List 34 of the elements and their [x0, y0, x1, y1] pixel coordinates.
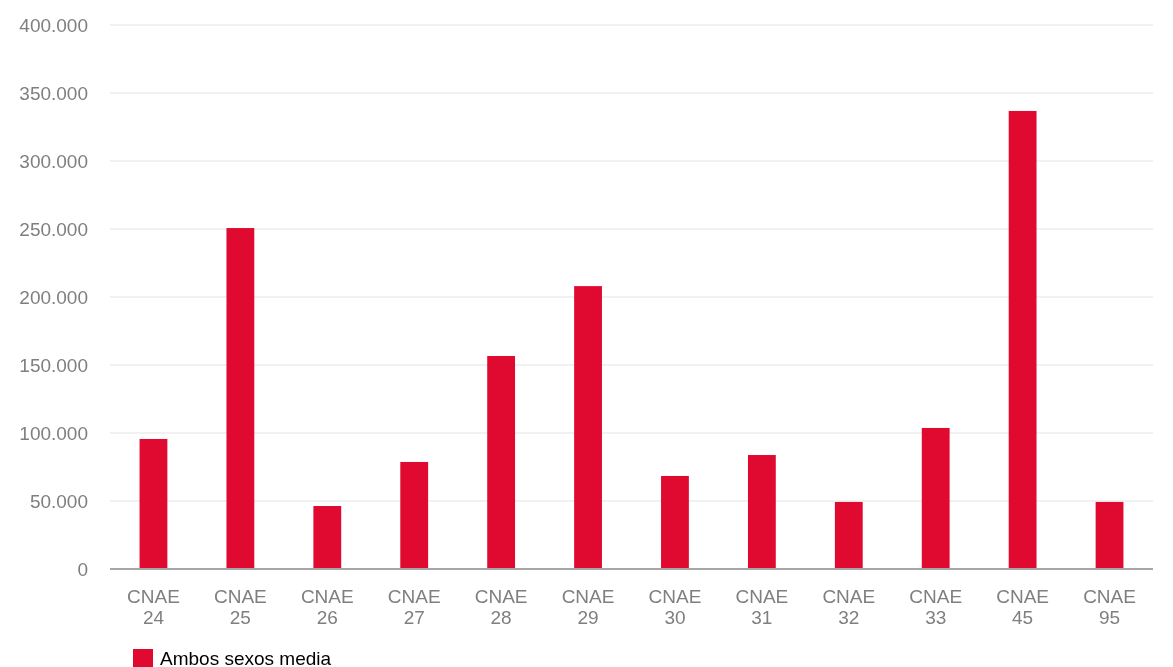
x-tick-label: CNAE 95	[1083, 586, 1136, 628]
x-tick-label: CNAE 26	[300, 586, 354, 628]
bar	[574, 286, 602, 569]
bar	[400, 461, 429, 569]
bar	[487, 356, 516, 569]
x-tick-label: CNAE 45	[996, 586, 1050, 628]
x-tick-label: CNAE 33	[909, 586, 963, 628]
x-tick-label: CNAE 25	[213, 586, 267, 628]
y-tick-label: 350.000	[19, 82, 88, 104]
x-tick-label: CNAE 24	[127, 586, 180, 628]
bar	[921, 427, 950, 569]
x-tick-label: CNAE 27	[387, 586, 441, 628]
y-tick-label: 200.000	[19, 286, 88, 308]
bar	[139, 438, 168, 569]
y-tick-label: 150.000	[19, 354, 88, 376]
y-tick-label: 100.000	[19, 422, 88, 444]
bar	[313, 506, 342, 569]
y-tick-label: 250.000	[19, 218, 88, 240]
bar	[747, 455, 776, 569]
x-tick-label: CNAE 30	[648, 586, 702, 628]
bar	[226, 228, 255, 569]
x-tick-label: CNAE 28	[474, 586, 528, 628]
bar	[834, 501, 863, 569]
y-tick-label: 300.000	[19, 150, 88, 172]
bar	[661, 475, 689, 569]
bar	[1008, 110, 1037, 569]
y-tick-label: 50.000	[29, 490, 88, 512]
y-tick-label: 0	[77, 558, 88, 580]
bar	[1095, 501, 1124, 569]
x-tick-label: CNAE 29	[561, 586, 615, 628]
legend-label: Ambos sexos media	[160, 648, 332, 667]
y-tick-label: 400.000	[19, 14, 88, 36]
x-tick-label: CNAE 31	[735, 586, 789, 628]
x-tick-label: CNAE 32	[822, 586, 876, 628]
